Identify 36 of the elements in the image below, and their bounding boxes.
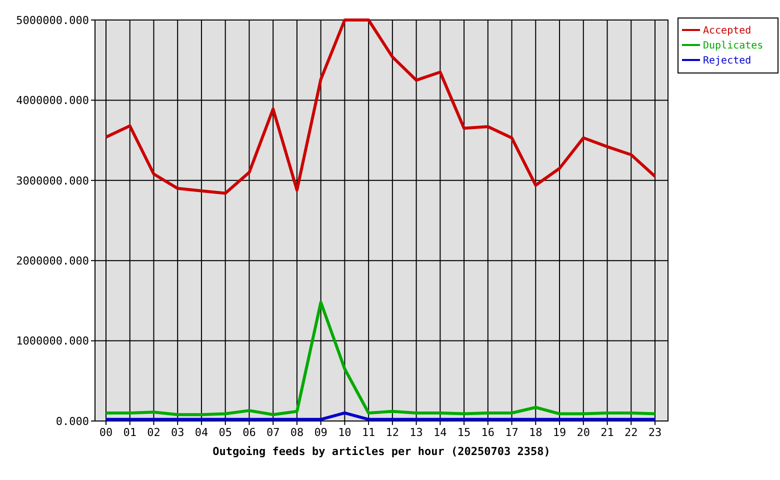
x-tick-label: 17 bbox=[505, 426, 518, 439]
x-tick-label: 15 bbox=[457, 426, 471, 439]
x-tick-label: 10 bbox=[338, 426, 352, 439]
x-tick-label: 11 bbox=[362, 426, 376, 439]
x-axis-title: Outgoing feeds by articles per hour (20250703 2358) bbox=[212, 445, 550, 458]
x-tick-label: 08 bbox=[290, 426, 304, 439]
x-tick-label: 00 bbox=[99, 426, 113, 439]
x-tick-label: 19 bbox=[552, 426, 566, 439]
x-tick-label: 12 bbox=[386, 426, 400, 439]
x-tick-label: 16 bbox=[481, 426, 495, 439]
x-tick-label: 03 bbox=[170, 426, 184, 439]
x-tick-label: 21 bbox=[600, 426, 614, 439]
legend-label: Duplicates bbox=[703, 40, 764, 52]
x-tick-label: 13 bbox=[410, 426, 423, 439]
x-tick-label: 07 bbox=[266, 426, 280, 439]
x-tick-label: 04 bbox=[194, 426, 208, 439]
x-tick-label: 02 bbox=[147, 426, 160, 439]
x-tick-label: 01 bbox=[123, 426, 136, 439]
y-tick-label: 4000000.000 bbox=[16, 94, 89, 108]
y-tick-label: 0.000 bbox=[56, 414, 89, 428]
y-tick-label: 2000000.000 bbox=[16, 254, 89, 268]
y-tick-label: 5000000.000 bbox=[16, 14, 89, 27]
x-tick-label: 20 bbox=[576, 426, 590, 439]
x-tick-label: 22 bbox=[624, 426, 638, 439]
x-tick-label: 09 bbox=[314, 426, 328, 439]
x-tick-label: 18 bbox=[529, 426, 542, 439]
legend-label: Rejected bbox=[703, 56, 752, 66]
y-tick-label: 1000000.000 bbox=[16, 334, 89, 348]
y-tick-label: 3000000.000 bbox=[16, 174, 89, 188]
x-tick-label: 23 bbox=[648, 426, 662, 439]
line-series bbox=[104, 300, 656, 416]
x-tick-label: 14 bbox=[434, 426, 448, 439]
x-tick-label: 06 bbox=[242, 426, 256, 439]
x-tick-label: 05 bbox=[218, 426, 232, 439]
legend-label: Accepted bbox=[703, 26, 752, 36]
line-series bbox=[104, 18, 656, 195]
